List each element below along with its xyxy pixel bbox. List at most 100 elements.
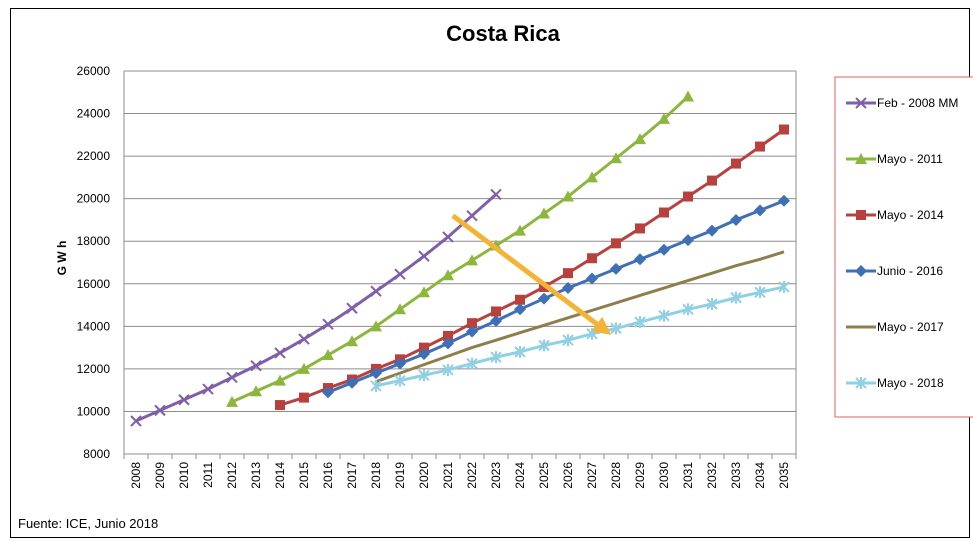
chart-title: Costa Rica bbox=[446, 21, 560, 46]
point-marker bbox=[778, 194, 790, 207]
point-marker bbox=[442, 363, 454, 376]
y-tick-label: 24000 bbox=[77, 107, 111, 121]
x-tick-label: 2009 bbox=[153, 462, 167, 489]
point-marker bbox=[635, 223, 645, 234]
point-marker bbox=[491, 306, 501, 317]
x-tick-label: 2012 bbox=[225, 462, 239, 489]
point-marker bbox=[538, 207, 550, 219]
legend-entry: Mayo - 2011 bbox=[846, 152, 943, 166]
point-marker bbox=[634, 316, 646, 329]
legend-label: Junio - 2016 bbox=[877, 264, 943, 278]
point-marker bbox=[707, 175, 717, 186]
series-group bbox=[130, 90, 790, 427]
x-tick-label: 2015 bbox=[297, 462, 311, 489]
point-marker bbox=[466, 254, 478, 266]
point-marker bbox=[346, 302, 358, 314]
y-tick-label: 14000 bbox=[77, 319, 111, 333]
y-tick-label: 20000 bbox=[77, 192, 111, 206]
series-line bbox=[375, 250, 785, 384]
point-marker bbox=[538, 339, 550, 352]
x-tick-label: 2018 bbox=[369, 462, 383, 489]
point-marker bbox=[346, 376, 358, 389]
series-3 bbox=[322, 194, 790, 399]
legend-entry: Mayo - 2017 bbox=[846, 320, 944, 334]
point-marker bbox=[658, 112, 670, 124]
point-marker bbox=[275, 400, 285, 411]
legend-label: Mayo - 2017 bbox=[877, 320, 944, 334]
point-marker bbox=[562, 190, 574, 202]
point-marker bbox=[466, 209, 478, 222]
y-tick-label: 12000 bbox=[77, 362, 111, 376]
point-marker bbox=[682, 90, 694, 102]
x-tick-label: 2033 bbox=[729, 462, 743, 489]
x-tick-label: 2020 bbox=[417, 462, 431, 489]
point-marker bbox=[634, 253, 646, 266]
point-marker bbox=[755, 141, 765, 152]
point-marker bbox=[730, 291, 742, 304]
point-marker bbox=[418, 250, 430, 262]
legend-entry: Mayo - 2018 bbox=[846, 376, 944, 390]
legend-label: Mayo - 2011 bbox=[877, 152, 943, 166]
x-tick-label: 2022 bbox=[465, 462, 479, 489]
point-marker bbox=[855, 97, 867, 109]
point-marker bbox=[855, 265, 867, 277]
point-marker bbox=[419, 342, 429, 353]
point-marker bbox=[322, 349, 334, 361]
point-marker bbox=[682, 234, 694, 247]
point-marker bbox=[202, 383, 214, 395]
x-tick-label: 2024 bbox=[513, 462, 527, 489]
y-tick-label: 16000 bbox=[77, 277, 111, 291]
x-tick-label: 2031 bbox=[681, 462, 695, 489]
point-marker bbox=[611, 238, 621, 249]
point-marker bbox=[706, 297, 718, 310]
legend-entry: Feb - 2008 MM bbox=[846, 96, 958, 110]
point-marker bbox=[586, 171, 598, 183]
point-marker bbox=[658, 243, 670, 256]
point-marker bbox=[514, 224, 526, 236]
series-line bbox=[231, 95, 690, 404]
y-tick-label: 18000 bbox=[77, 234, 111, 248]
x-tick-label: 2023 bbox=[489, 462, 503, 489]
point-marker bbox=[586, 272, 598, 285]
point-marker bbox=[250, 385, 262, 397]
point-marker bbox=[370, 285, 382, 297]
series-5 bbox=[370, 280, 790, 392]
x-tick-labels: 2008 2009 2010 2011 2012 2013 2014 2015 2016 2017… bbox=[123, 454, 797, 489]
legend-entry: Junio - 2016 bbox=[846, 264, 943, 278]
point-marker bbox=[731, 158, 741, 169]
point-marker bbox=[754, 204, 766, 217]
point-marker bbox=[706, 224, 718, 237]
point-marker bbox=[394, 268, 406, 280]
point-marker bbox=[659, 207, 669, 218]
point-marker bbox=[634, 133, 646, 145]
point-marker bbox=[394, 303, 406, 315]
point-marker bbox=[370, 367, 382, 380]
series-line bbox=[375, 285, 785, 388]
point-marker bbox=[730, 213, 742, 226]
point-marker bbox=[250, 359, 262, 372]
x-tick-label: 2030 bbox=[657, 462, 671, 489]
legend-label: Mayo - 2018 bbox=[877, 376, 944, 390]
x-tick-label: 2010 bbox=[177, 462, 191, 489]
point-marker bbox=[274, 347, 286, 359]
point-marker bbox=[322, 386, 334, 399]
point-marker bbox=[442, 231, 454, 243]
point-marker bbox=[418, 347, 430, 360]
chart-frame bbox=[10, 8, 970, 538]
series-line bbox=[135, 193, 497, 423]
point-marker bbox=[394, 374, 406, 387]
point-marker bbox=[515, 294, 525, 305]
point-marker bbox=[154, 404, 166, 417]
gridlines bbox=[123, 70, 797, 455]
point-marker bbox=[856, 210, 866, 220]
point-marker bbox=[442, 269, 454, 281]
legend-box bbox=[834, 76, 973, 418]
point-marker bbox=[610, 322, 622, 335]
x-tick-label: 2008 bbox=[129, 462, 143, 489]
legend-entry: Mayo - 2014 bbox=[846, 208, 944, 222]
y-axis-label: G W h bbox=[55, 241, 69, 276]
point-marker bbox=[562, 334, 574, 347]
y-tick-label: 8000 bbox=[83, 447, 110, 461]
point-marker bbox=[778, 280, 790, 293]
x-tick-label: 2034 bbox=[753, 462, 767, 489]
